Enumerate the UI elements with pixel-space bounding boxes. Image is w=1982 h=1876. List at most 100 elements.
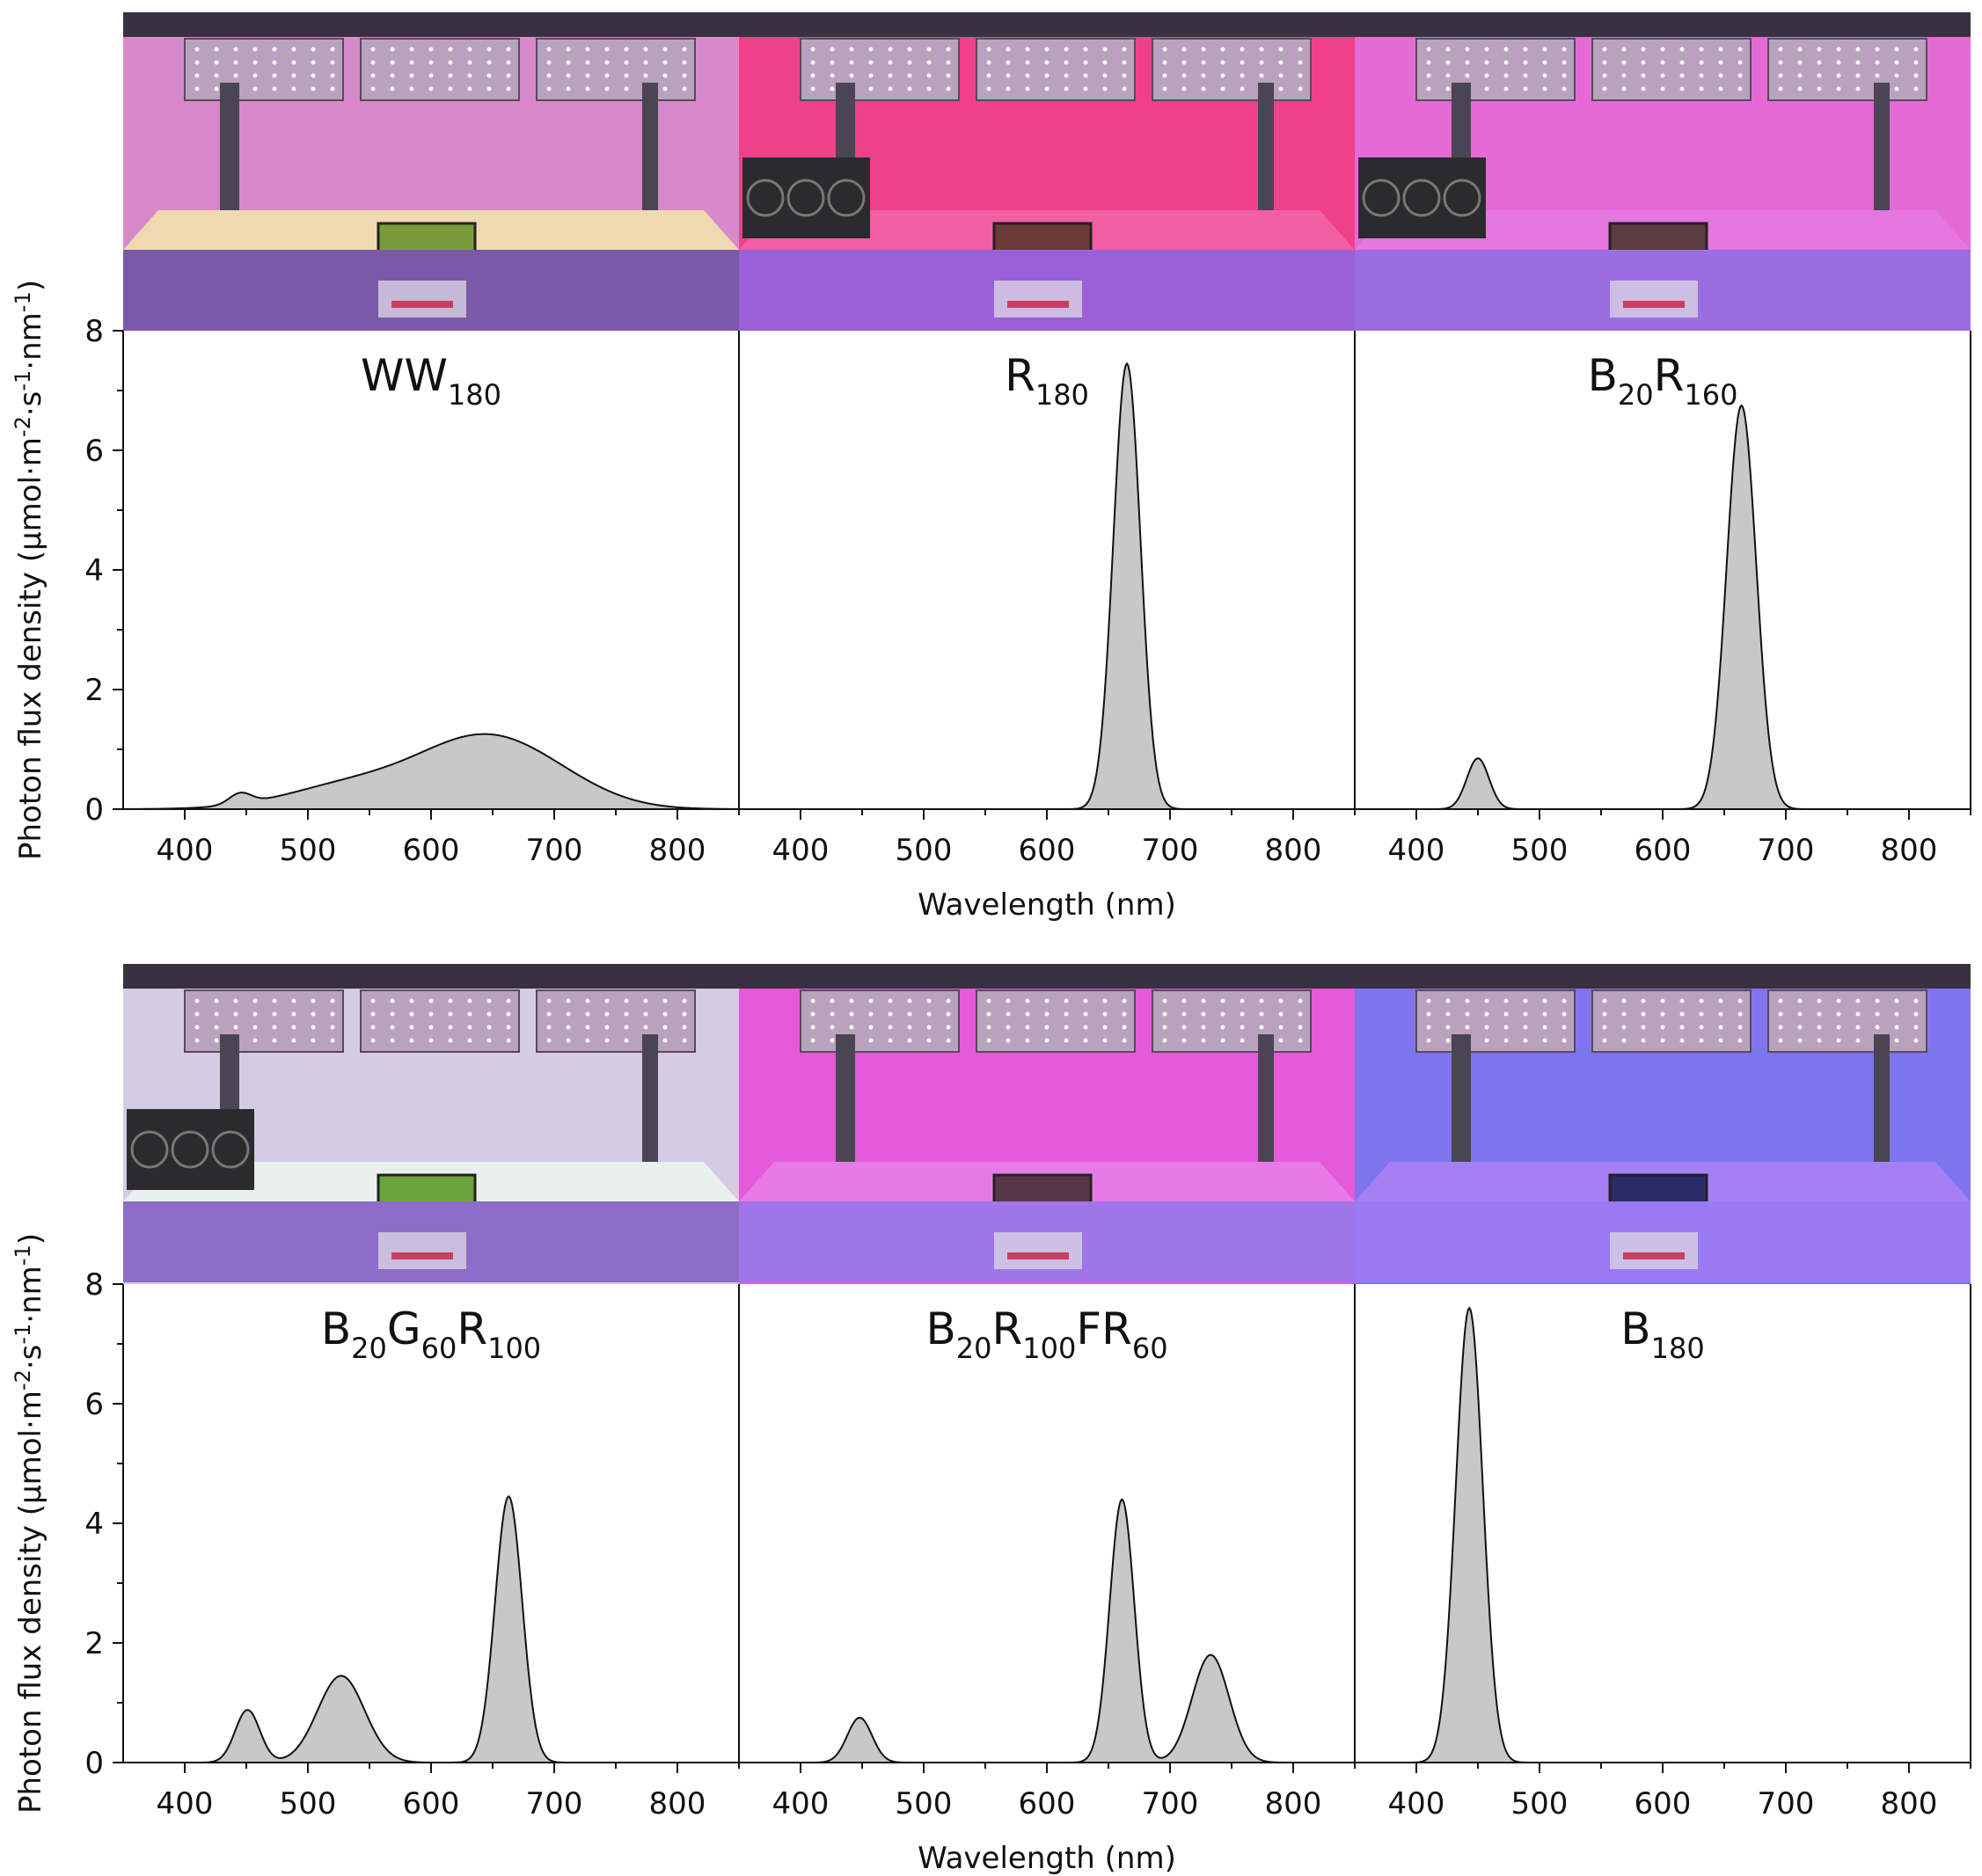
led-dot (1044, 86, 1050, 91)
led-dot (1660, 998, 1665, 1004)
led-dot (946, 60, 951, 65)
led-dot (1718, 1025, 1723, 1030)
led-dot (1240, 47, 1245, 52)
label-text: R (457, 1303, 487, 1354)
led-dot (604, 1011, 610, 1017)
led-dot (1162, 1038, 1167, 1043)
led-dot (1602, 1011, 1607, 1017)
led-dot (926, 1038, 932, 1043)
x-tick-label: 400 (157, 833, 214, 868)
led-dot (1220, 60, 1225, 65)
led-dot (1737, 998, 1743, 1004)
led-dot (409, 47, 414, 52)
led-dot (946, 1025, 951, 1030)
y-tick-label: 0 (84, 1746, 104, 1781)
led-dot (1523, 998, 1528, 1004)
led-dot (1220, 1025, 1225, 1030)
panel-label: R180 (1005, 350, 1089, 412)
led-dot (1484, 60, 1489, 65)
led-dot (1737, 86, 1743, 91)
led-dot (926, 86, 932, 91)
label-subscript: 20 (351, 1332, 387, 1365)
led-dot (1298, 1038, 1303, 1043)
fan-blade (827, 179, 866, 217)
led-dot (1426, 1011, 1431, 1017)
spectrum-area (1355, 1308, 1971, 1763)
x-tick-label: 700 (1142, 833, 1199, 868)
led-dot (1102, 60, 1108, 65)
led-dot (1561, 47, 1567, 52)
led-dot (1797, 73, 1803, 78)
led-dot (291, 73, 296, 78)
led-dot (428, 998, 434, 1004)
led-dot (566, 1038, 571, 1043)
led-fixture (1767, 989, 1927, 1053)
x-tick-label: 500 (280, 1786, 337, 1821)
led-dot (291, 86, 296, 91)
led-dot (682, 47, 687, 52)
led-dot (907, 73, 912, 78)
led-dot (624, 60, 629, 65)
led-fixture (800, 38, 960, 101)
label-subscript: 180 (448, 378, 501, 412)
led-dot (1102, 73, 1108, 78)
led-dot (1044, 47, 1050, 52)
led-dot (1259, 1025, 1264, 1030)
led-dot (1737, 1011, 1743, 1017)
led-dot (1025, 998, 1030, 1004)
led-dot (1006, 1011, 1011, 1017)
led-dot (907, 1038, 912, 1043)
led-dot (946, 1038, 951, 1043)
led-dot (194, 86, 200, 91)
led-dot (1699, 1038, 1704, 1043)
led-dot (1220, 998, 1225, 1004)
led-dot (1542, 1038, 1547, 1043)
led-dot (233, 60, 238, 65)
led-dot (1278, 73, 1284, 78)
led-dot (624, 73, 629, 78)
led-dot (849, 1011, 854, 1017)
led-fixture (1152, 989, 1312, 1053)
led-dot (907, 1011, 912, 1017)
led-fixture (536, 989, 696, 1053)
led-dot (1426, 60, 1431, 65)
led-fixture (1152, 38, 1312, 101)
led-fixture (976, 38, 1136, 101)
led-dot (1201, 86, 1206, 91)
led-dot (272, 1038, 277, 1043)
led-dot (1817, 1025, 1822, 1030)
spectrum-panel: 400 500 600 700 800 R180 (738, 331, 1356, 868)
x-tick-label: 600 (1635, 833, 1692, 868)
led-dot (682, 998, 687, 1004)
led-dot (1122, 60, 1127, 65)
support-post (642, 83, 658, 232)
led-dot (1641, 86, 1646, 91)
led-dot (214, 1011, 219, 1017)
led-dot (486, 1025, 492, 1030)
led-dot (810, 60, 815, 65)
led-dot (1445, 998, 1451, 1004)
led-dot (291, 1025, 296, 1030)
led-dot (448, 86, 453, 91)
led-fixture (1591, 989, 1752, 1053)
led-dot (604, 60, 610, 65)
chamber-photo (739, 964, 1355, 1284)
led-dot (1445, 60, 1451, 65)
led-dot (566, 47, 571, 52)
x-tick-label: 700 (1142, 1786, 1199, 1821)
led-dot (662, 998, 668, 1004)
y-axis-title-part: -1 (11, 370, 35, 391)
fan-blade (1443, 179, 1481, 217)
led-dot (370, 60, 376, 65)
led-dot (311, 998, 316, 1004)
ceiling-rail (739, 964, 1355, 989)
led-dot (1025, 60, 1030, 65)
led-dot (1737, 60, 1743, 65)
panel-label: B180 (1620, 1303, 1704, 1365)
label-subscript: 180 (1035, 378, 1089, 412)
led-dot (1542, 1025, 1547, 1030)
support-post (1452, 1034, 1471, 1184)
label-subscript: 20 (956, 1332, 992, 1365)
led-dot (1621, 998, 1627, 1004)
x-tick-label: 800 (1265, 1786, 1322, 1821)
